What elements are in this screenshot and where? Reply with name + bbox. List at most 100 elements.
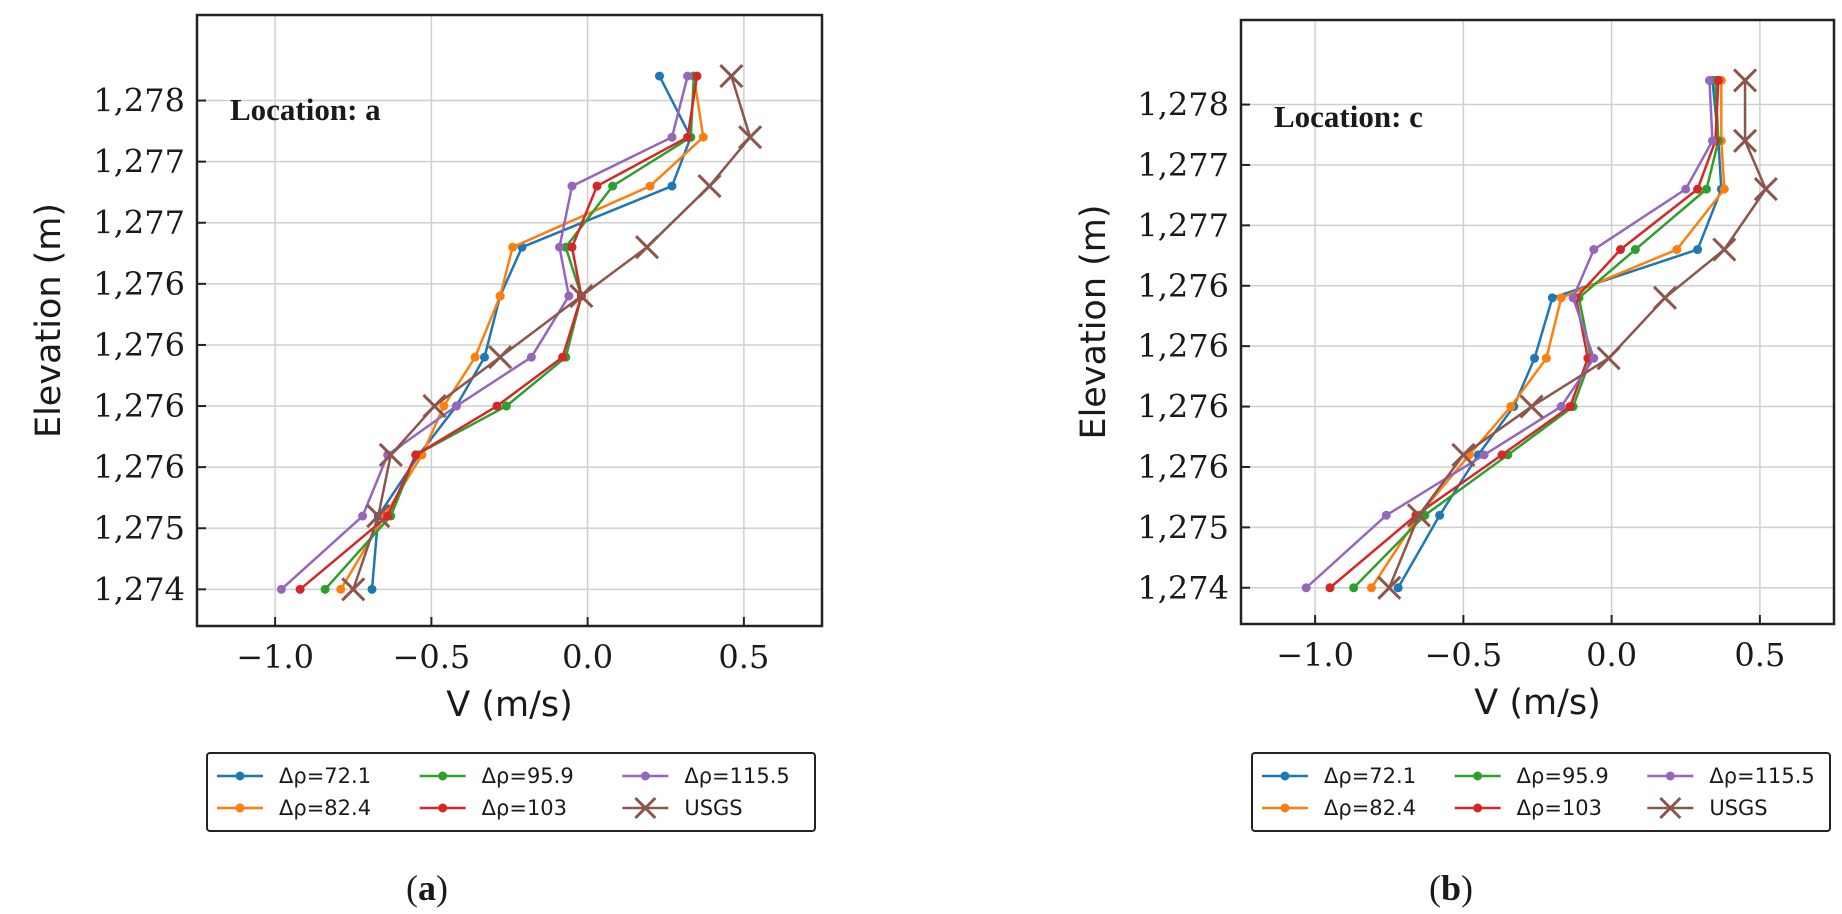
- legend-label: Δρ=82.4: [279, 796, 371, 820]
- legend-label: Δρ=115.5: [684, 764, 789, 788]
- legend-dot-marker: [1473, 803, 1483, 813]
- series-5: [1377, 68, 1778, 600]
- y-axis-title: Elevation (m): [1074, 204, 1114, 439]
- x-marker-stroke: [1519, 394, 1544, 419]
- x-marker-stroke: [1451, 442, 1476, 467]
- legend-label: Δρ=72.1: [1324, 764, 1416, 788]
- data-point: [1732, 68, 1758, 93]
- x-tick-label: 0.0: [1586, 636, 1637, 674]
- x-tick-label: −1.0: [236, 638, 314, 676]
- data-point: [1435, 510, 1445, 520]
- data-point: [488, 345, 513, 370]
- legend-a: Δρ=72.1 Δρ=82.4 Δρ=95.9 Δρ=103 Δρ=115.5 USGS: [206, 752, 816, 832]
- data-point: [276, 584, 286, 594]
- series-line: [1352, 80, 1720, 589]
- caption-b-letter: b: [1441, 868, 1461, 908]
- data-point: [1753, 177, 1778, 202]
- y-tick-label: 1,276: [1137, 388, 1229, 426]
- data-point: [1681, 184, 1691, 194]
- data-point: [1630, 245, 1640, 255]
- y-axis-title: Elevation (m): [29, 203, 69, 438]
- legend-dot-marker: [640, 771, 650, 781]
- data-point: [1530, 353, 1540, 363]
- legend-dot-marker: [438, 771, 448, 781]
- panel-a: −1.0 −0.5 0.0 0.5 1,274 1,275 1,276 1,276 1,276 1…: [29, 13, 824, 725]
- data-point: [1704, 75, 1714, 85]
- x-marker-stroke: [1652, 285, 1678, 310]
- series-0: [1393, 75, 1726, 593]
- x-marker-stroke: [1753, 177, 1778, 202]
- data-point: [526, 352, 536, 362]
- data-point: [683, 71, 693, 81]
- series-1: [1366, 75, 1729, 593]
- plot-frame: [1239, 18, 1836, 626]
- data-point: [480, 352, 489, 362]
- x-axis-title: V (m/s): [1474, 683, 1601, 723]
- series-line: [324, 76, 696, 591]
- data-point: [1497, 450, 1507, 460]
- legend-item: Δρ=82.4: [1262, 796, 1416, 820]
- data-point: [378, 442, 403, 467]
- data-point: [383, 511, 393, 521]
- x-marker-stroke: [1712, 237, 1737, 262]
- series-line: [1305, 80, 1714, 589]
- series-line: [299, 75, 699, 591]
- data-point: [1519, 394, 1544, 419]
- legend-item: Δρ=95.9: [419, 764, 574, 788]
- data-point: [655, 71, 664, 81]
- data-point: [1702, 184, 1712, 194]
- data-point: [1556, 402, 1566, 412]
- data-point: [1732, 128, 1758, 153]
- x-marker-stroke: [1732, 68, 1758, 93]
- y-tick-label: 1,276: [93, 448, 185, 486]
- data-point: [1652, 285, 1678, 310]
- caption-a-close: ): [436, 868, 448, 908]
- data-point: [341, 577, 366, 602]
- series-5: [341, 64, 763, 602]
- caption-b-close: ): [1461, 868, 1473, 908]
- data-point: [592, 181, 602, 191]
- legend-dot-marker: [235, 803, 245, 813]
- data-point: [569, 283, 594, 309]
- series-line: [280, 75, 689, 591]
- x-marker-stroke: [634, 235, 660, 260]
- data-point: [667, 132, 677, 142]
- legend-item: Δρ=103: [419, 796, 567, 820]
- y-tick-label: 1,276: [93, 387, 185, 425]
- caption-b-open: (: [1429, 868, 1441, 908]
- y-tick-label: 1,276: [1137, 267, 1229, 305]
- data-point: [1547, 293, 1557, 303]
- legend-dot-marker: [1280, 771, 1290, 781]
- x-marker-stroke: [1732, 128, 1758, 153]
- data-point: [411, 450, 421, 460]
- series-2: [1349, 75, 1723, 593]
- legend-item: Δρ=115.5: [1647, 764, 1815, 788]
- data-point: [492, 401, 502, 411]
- legend-b: Δρ=72.1 Δρ=82.4 Δρ=95.9 Δρ=103 Δρ=115.5 USGS: [1251, 752, 1831, 832]
- legend-label: Δρ=82.4: [1324, 796, 1416, 820]
- x-marker-stroke: [569, 283, 594, 309]
- legend-label: Δρ=103: [1517, 796, 1602, 820]
- data-point: [501, 401, 511, 411]
- data-point: [366, 503, 391, 529]
- data-point: [1506, 402, 1516, 412]
- data-point: [1451, 442, 1476, 467]
- x-tick-label: −1.0: [1276, 636, 1354, 674]
- location-label: Location: c: [1274, 99, 1423, 134]
- data-point: [320, 584, 330, 594]
- legend-box: [206, 752, 816, 832]
- legend-item: Δρ=72.1: [1262, 764, 1416, 788]
- data-point: [1406, 503, 1431, 528]
- legend-label: Δρ=95.9: [1517, 764, 1609, 788]
- legend-label: Δρ=115.5: [1709, 764, 1814, 788]
- y-tick-label: 1,277: [93, 143, 185, 181]
- data-point: [567, 181, 577, 191]
- plot-frame: [195, 13, 824, 628]
- data-point: [692, 71, 702, 81]
- data-point: [1713, 75, 1723, 85]
- data-point: [683, 132, 693, 142]
- series-3: [1325, 75, 1723, 593]
- legend-item: Δρ=95.9: [1454, 764, 1609, 788]
- y-tick-label: 1,278: [93, 82, 185, 120]
